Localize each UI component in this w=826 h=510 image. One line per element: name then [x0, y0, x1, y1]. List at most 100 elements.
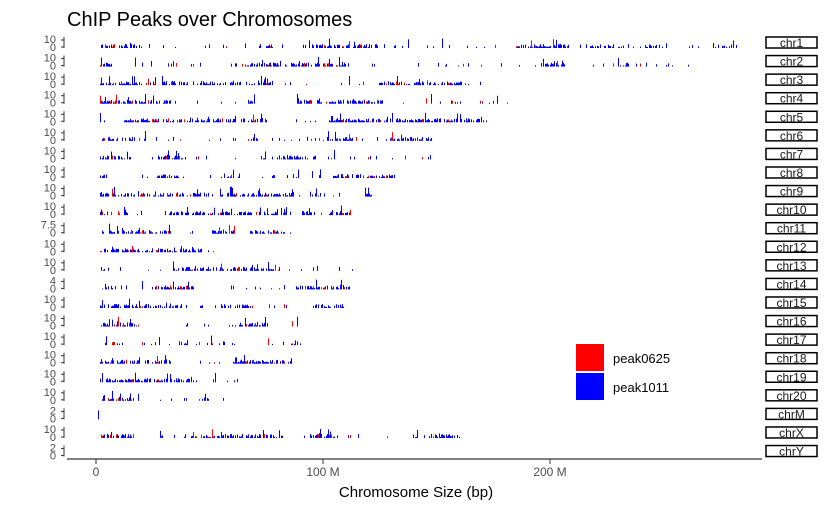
peak-bar — [257, 264, 258, 271]
peak-bar — [277, 230, 278, 234]
peak-bar — [136, 304, 137, 308]
peak-bar — [640, 63, 641, 67]
peak-bar — [228, 192, 229, 197]
peak-bar — [157, 250, 158, 253]
peak-bar — [562, 60, 563, 67]
peak-bar — [315, 63, 316, 67]
peak-bar — [197, 211, 198, 216]
peak-bar — [258, 436, 259, 438]
peak-bar — [341, 119, 342, 123]
peak-bar — [255, 230, 256, 234]
peak-bar — [219, 436, 220, 438]
peak-bar — [175, 46, 176, 48]
peak-bar — [220, 138, 221, 141]
peak-bar — [307, 158, 308, 160]
peak-bar — [448, 119, 449, 123]
peak-bar — [246, 305, 247, 308]
peak-bar — [457, 113, 458, 123]
strip-label-chr14: chr14 — [776, 277, 806, 291]
peak-bar — [336, 212, 337, 216]
peak-bar — [300, 100, 301, 104]
peak-bar — [346, 286, 347, 290]
peak-bar — [243, 266, 244, 271]
peak-bar — [157, 355, 158, 364]
peak-bar — [125, 193, 126, 197]
peak-bar — [285, 211, 286, 216]
peak-bar — [136, 362, 137, 364]
peak-bar — [468, 83, 469, 86]
peak-bar — [263, 268, 264, 271]
peak-bar — [183, 82, 184, 86]
peak-bar — [139, 82, 140, 86]
peak-bar — [112, 188, 113, 197]
peak-bar — [567, 45, 568, 48]
peak-bar — [240, 81, 241, 86]
peak-bar — [405, 136, 406, 141]
peak-bar — [104, 174, 105, 178]
peak-bar — [256, 138, 257, 141]
peak-bar — [266, 434, 267, 438]
peak-bar — [123, 322, 124, 327]
peak-bar — [319, 433, 320, 438]
peak-bar — [231, 208, 232, 216]
peak-bar — [392, 158, 393, 160]
peak-bar — [330, 139, 331, 141]
peak-bar — [141, 83, 142, 86]
peak-bar — [261, 113, 262, 123]
peak-bar — [564, 44, 565, 48]
peak-bar — [298, 98, 299, 104]
peak-bar — [117, 249, 118, 253]
peak-bar — [148, 359, 149, 364]
peak-bar — [234, 214, 235, 216]
peak-bar — [260, 207, 261, 216]
peak-bar — [267, 64, 268, 67]
peak-bar — [304, 435, 305, 438]
peak-bar — [213, 436, 214, 438]
peak-bar — [310, 99, 311, 104]
peak-bar — [461, 118, 462, 123]
peak-bar — [298, 169, 299, 178]
peak-bar — [223, 341, 224, 346]
peak-bar — [146, 379, 147, 383]
peak-bar — [137, 84, 138, 86]
peak-bar — [223, 397, 224, 401]
peak-bar — [476, 120, 477, 123]
peak-bar — [179, 155, 180, 160]
strip-label-chr6: chr6 — [780, 129, 804, 143]
peak-bar — [100, 361, 101, 364]
peak-bar — [372, 175, 373, 178]
peak-bar — [362, 120, 363, 123]
peak-bar — [142, 250, 143, 253]
peak-bar — [127, 436, 128, 438]
peak-bar — [106, 336, 107, 346]
peak-bar — [446, 434, 447, 438]
peak-bar — [128, 250, 129, 253]
y-tick-bottom-chr12: 0 — [50, 246, 56, 258]
strip-label-chr17: chr17 — [776, 333, 806, 347]
peak-bar — [397, 118, 398, 123]
y-tick-top-chr5: 10 — [44, 108, 56, 120]
peak-bar — [519, 46, 520, 48]
peak-bar — [479, 118, 480, 123]
peak-bar — [102, 288, 103, 290]
peak-bar — [106, 158, 107, 160]
peak-bar — [354, 119, 355, 123]
peak-bar — [221, 212, 222, 216]
peak-bar — [307, 286, 308, 290]
peak-bar — [170, 285, 171, 290]
peak-bar — [115, 100, 116, 104]
peak-bar — [138, 324, 139, 327]
peak-bar — [100, 251, 101, 253]
strip-box-chr2 — [765, 54, 818, 68]
peak-bar — [428, 118, 429, 123]
peak-bar — [283, 341, 284, 346]
peak-bar — [331, 116, 332, 123]
peak-bar — [420, 139, 421, 141]
peak-bar — [284, 156, 285, 160]
peak-bar — [145, 304, 146, 308]
peak-bar — [257, 435, 258, 438]
peak-bar — [346, 118, 347, 123]
peak-bar — [201, 119, 202, 123]
